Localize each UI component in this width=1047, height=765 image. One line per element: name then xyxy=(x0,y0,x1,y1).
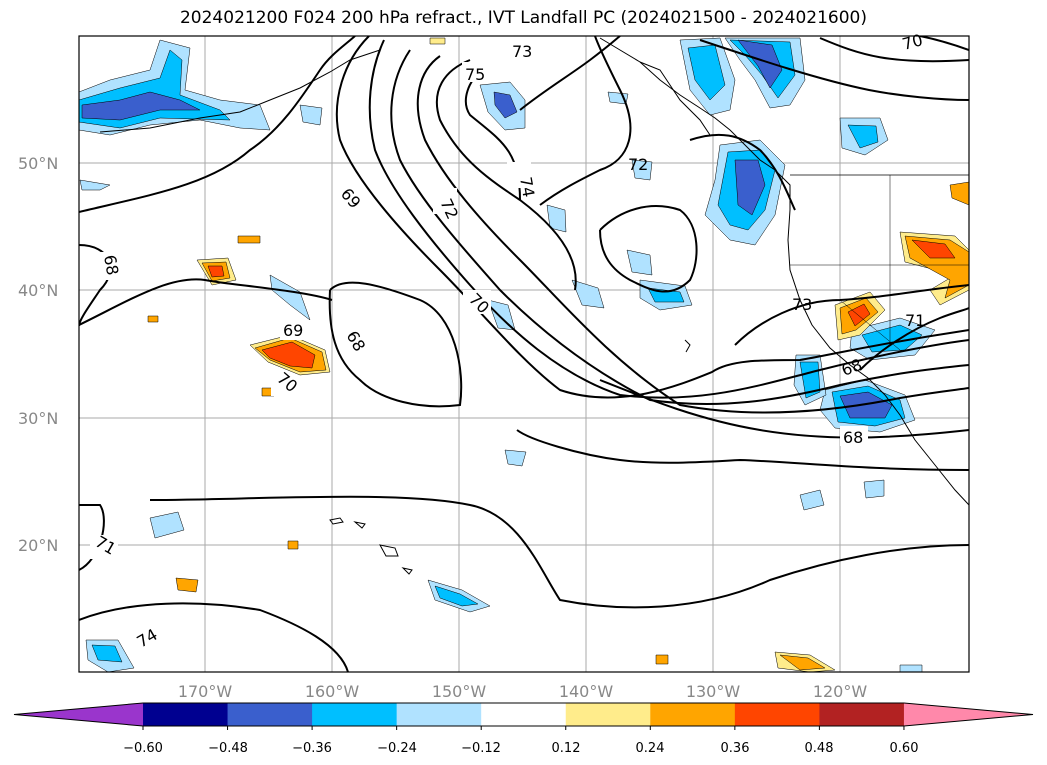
colorbar-tick: 0.24 xyxy=(636,741,665,756)
colorbar-tick: 0.48 xyxy=(805,741,834,756)
pos-patch xyxy=(911,239,956,259)
colorbar-bin xyxy=(650,703,736,726)
neg-patch xyxy=(299,104,323,126)
contour-label: 69 xyxy=(283,321,303,340)
colorbar-bin xyxy=(227,703,313,726)
lat-label: 40°N xyxy=(18,281,58,300)
pos-patch xyxy=(175,577,199,593)
colorbar-bin xyxy=(481,703,567,726)
neg-patch xyxy=(737,39,783,89)
neg-patch xyxy=(631,159,653,181)
colorbar-tick: −0.48 xyxy=(208,741,248,756)
contour-label: 75 xyxy=(465,65,485,84)
neg-patch xyxy=(847,124,879,149)
colorbar-bin xyxy=(143,703,229,726)
colorbar-extend-max xyxy=(903,703,1033,726)
pos-patch xyxy=(904,235,969,299)
pos-patch xyxy=(207,265,225,278)
lon-label: 120°W xyxy=(813,682,868,701)
neg-patch xyxy=(79,179,111,191)
contour-label: 68 xyxy=(100,253,122,276)
lon-label: 150°W xyxy=(432,682,487,701)
colorbar xyxy=(13,702,1034,730)
latitude-labels: 50°N 40°N 30°N 20°N xyxy=(18,154,58,555)
neg-patch xyxy=(546,204,567,233)
colorbar-tick: 0.36 xyxy=(721,741,750,756)
colorbar-extend-min xyxy=(14,703,143,726)
contour-label: 71 xyxy=(905,311,925,330)
neg-patch xyxy=(799,489,825,511)
colorbar-tick: −0.60 xyxy=(123,741,163,756)
map-title: 2024021200 F024 200 hPa refract., IVT La… xyxy=(179,8,867,28)
neg-patch xyxy=(899,664,923,672)
neg-patch xyxy=(81,91,201,121)
refractivity-contours xyxy=(79,36,969,672)
colorbar-tick: −0.24 xyxy=(377,741,417,756)
lon-label: 170°W xyxy=(178,682,233,701)
pos-patch xyxy=(655,654,669,665)
pos-patch xyxy=(147,315,159,323)
pos-patch xyxy=(261,341,316,369)
lon-label: 130°W xyxy=(686,682,741,701)
lon-label: 160°W xyxy=(305,682,360,701)
pos-patch xyxy=(237,235,261,244)
neg-patch xyxy=(687,44,726,101)
colorbar-bin xyxy=(312,703,398,726)
neg-patch xyxy=(571,279,605,309)
lon-label: 140°W xyxy=(559,682,614,701)
neg-patch xyxy=(434,585,479,607)
lat-label: 50°N xyxy=(18,154,58,173)
coastlines xyxy=(99,37,969,575)
neg-patch xyxy=(626,249,653,276)
colorbar-tick: 0.12 xyxy=(552,741,581,756)
neg-patch xyxy=(863,479,885,499)
lat-label: 20°N xyxy=(18,536,58,555)
colorbar-bin xyxy=(734,703,820,726)
colorbar-tick: −0.12 xyxy=(461,741,501,756)
pos-patch xyxy=(847,303,871,327)
contour-label: 70 xyxy=(900,30,925,54)
contour-label: 68 xyxy=(843,428,863,447)
lat-label: 30°N xyxy=(18,409,58,428)
colorbar-bin xyxy=(396,703,482,726)
shaded-anomalies xyxy=(79,37,969,672)
neg-patch xyxy=(493,91,518,119)
contour-label: 73 xyxy=(792,295,812,314)
colorbar-tick: −0.36 xyxy=(292,741,332,756)
map-frame xyxy=(78,35,970,673)
colorbar-tick: 0.60 xyxy=(890,741,919,756)
pos-patch xyxy=(949,181,969,206)
neg-patch xyxy=(149,511,185,539)
longitude-labels: 170°W 160°W 150°W 140°W 130°W 120°W xyxy=(178,682,868,701)
neg-patch xyxy=(269,274,311,321)
colorbar-bin xyxy=(565,703,651,726)
colorbar-bin xyxy=(819,703,905,726)
contour-label: 72 xyxy=(628,155,648,174)
contour-label: 73 xyxy=(512,42,532,61)
neg-patch xyxy=(91,644,123,663)
pos-patch xyxy=(287,540,299,550)
neg-patch xyxy=(504,449,527,467)
pos-patch xyxy=(429,37,446,45)
neg-patch xyxy=(734,159,766,216)
contour-label: 74 xyxy=(516,175,538,198)
pos-patch xyxy=(779,654,826,671)
colorbar-ticks: −0.60 −0.48 −0.36 −0.24 −0.12 0.12 0.24 … xyxy=(123,741,918,756)
